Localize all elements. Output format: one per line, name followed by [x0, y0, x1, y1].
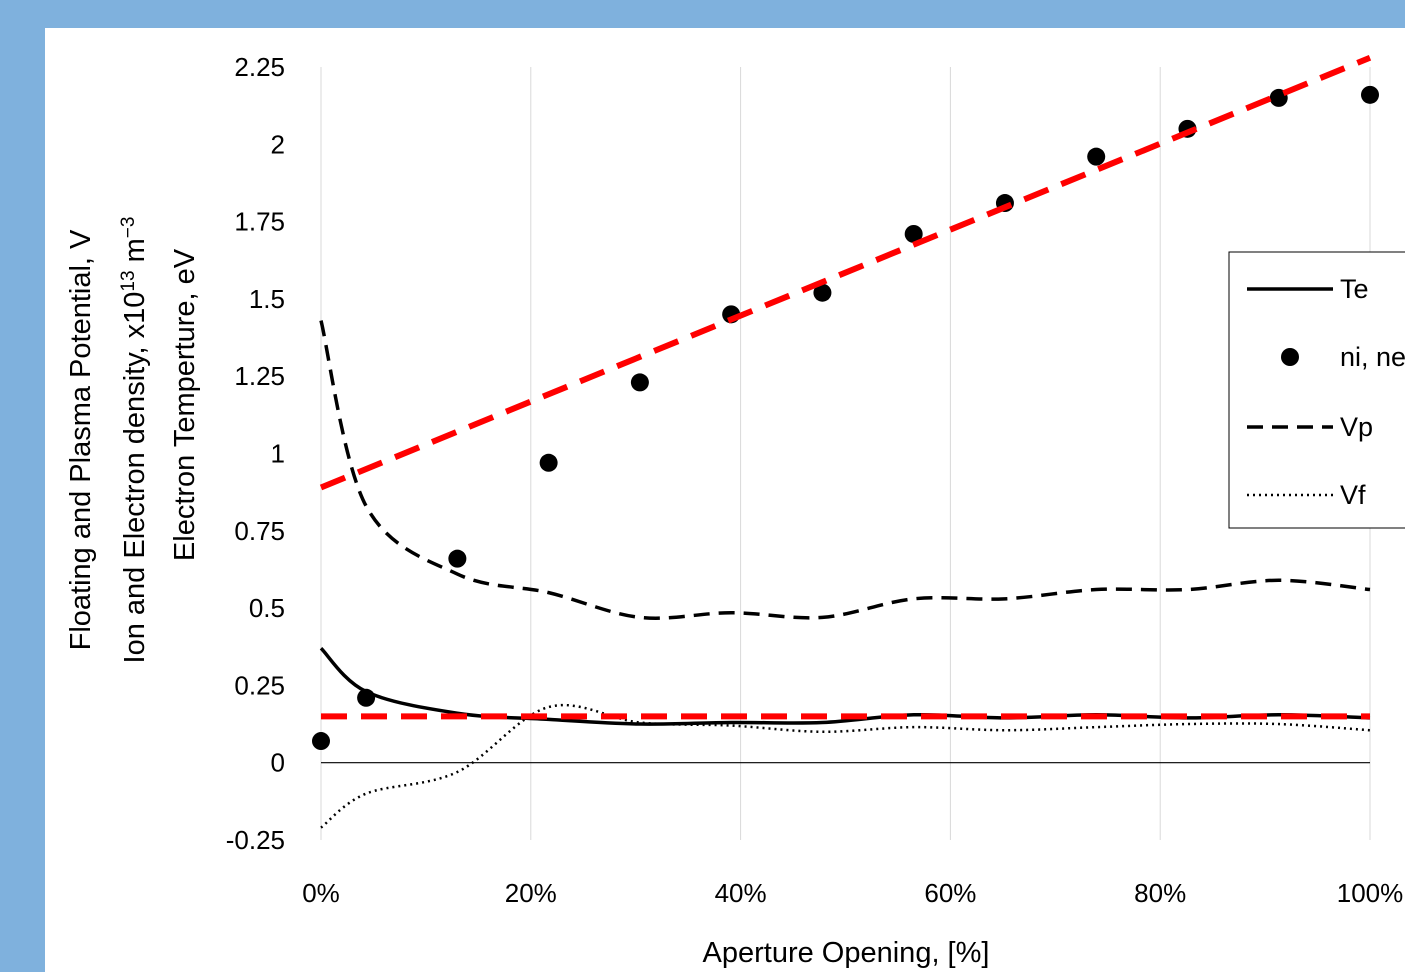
data-point	[357, 688, 376, 707]
data-point	[539, 453, 558, 472]
x-tick-label: 40%	[715, 878, 767, 908]
y-axis-title-line-2-base: Ion and Electron density, x10	[119, 292, 151, 664]
y-tick-label: 1.5	[249, 284, 285, 314]
legend-label: ni, ne	[1340, 342, 1405, 372]
y-tick-label: 1.75	[234, 207, 285, 237]
gridlines	[320, 67, 1371, 840]
fit-line-1	[319, 54, 1372, 491]
legend-marker	[1281, 348, 1299, 366]
data-point	[904, 224, 923, 243]
x-tick-label: 80%	[1134, 878, 1186, 908]
legend-item: Vp	[1247, 412, 1373, 442]
data-point	[813, 283, 832, 302]
y-tick-label: 1.25	[234, 361, 285, 391]
y-tick-label: 0.75	[234, 516, 285, 546]
data-point	[312, 732, 330, 751]
data-point	[448, 549, 467, 568]
y-tick-label: 0	[271, 748, 285, 778]
x-tick-label: 60%	[924, 878, 976, 908]
legend-box	[1228, 251, 1405, 529]
y-tick-label: 2.25	[234, 52, 285, 82]
chart-area	[45, 28, 1405, 972]
x-axis-title: Aperture Opening, [%]	[703, 937, 990, 969]
y-tick-label: -0.25	[226, 825, 285, 855]
data-point	[1087, 147, 1106, 166]
data-point	[1361, 85, 1379, 104]
y-axis-title-unit-m: m	[119, 238, 151, 270]
legend-label: Vp	[1340, 412, 1373, 442]
series-vp-line	[319, 320, 1371, 620]
legend: Te ni, ne Vp Vf	[1228, 251, 1405, 529]
y-axis-title-line-3: Electron Temperture, eV	[169, 248, 201, 561]
fit-lines	[319, 54, 1372, 720]
legend-item: Te	[1247, 274, 1369, 304]
y-tick-label: 1	[271, 439, 285, 469]
tick-labels: 0% 20% 40% 60% 80% 100% -0.25 0 0.25 0.5 0.75 1 1.25…	[226, 52, 1404, 908]
y-axis-title: Floating and Plasma Potential, V Ion and…	[65, 217, 201, 664]
data-point	[1269, 88, 1288, 107]
y-axis-title-exp-minus3: −3	[118, 217, 139, 239]
y-tick-label: 0.25	[234, 670, 285, 700]
y-axis-title-line-2: Ion and Electron density, x1013 m−3	[118, 217, 151, 664]
series-vf-line	[320, 703, 1371, 829]
x-tick-label: 20%	[505, 878, 557, 908]
legend-label: Te	[1340, 274, 1369, 304]
x-tick-label: 100%	[1337, 878, 1404, 908]
y-tick-label: 0.5	[249, 593, 285, 623]
y-tick-label: 2	[271, 129, 285, 159]
y-axis-title-line-1: Floating and Plasma Potential, V	[65, 229, 97, 650]
data-point	[630, 373, 649, 392]
legend-label: Vf	[1340, 480, 1366, 510]
legend-item: Vf	[1247, 480, 1366, 510]
x-tick-label: 0%	[302, 878, 340, 908]
series-te-line	[319, 647, 1371, 726]
legend-item: ni, ne	[1281, 342, 1405, 372]
y-axis-title-exp-13: 13	[118, 270, 139, 291]
